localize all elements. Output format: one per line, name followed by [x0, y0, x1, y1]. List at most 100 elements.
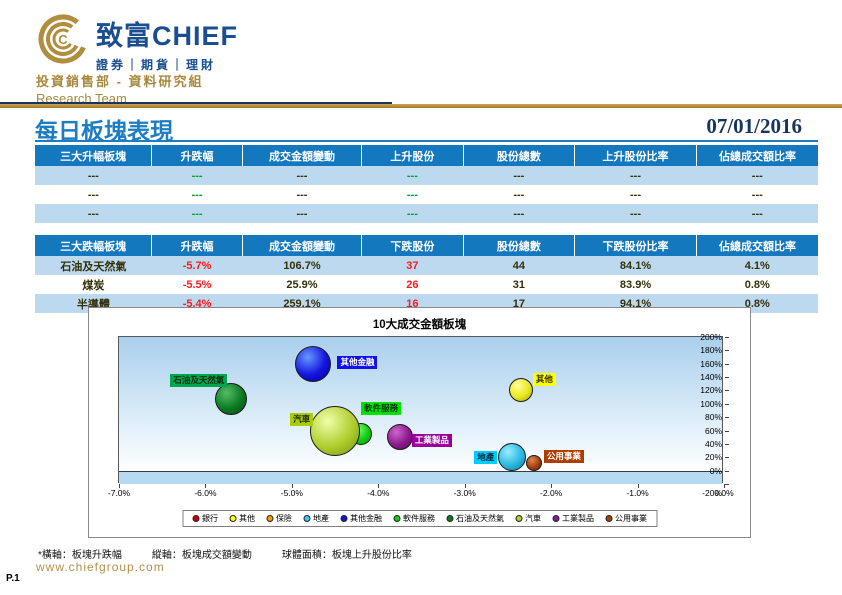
chart-bubble-label: 汽車 [290, 412, 314, 426]
website-link[interactable]: www.chiefgroup.com [36, 560, 165, 574]
y-axis-tick-label: 180% [700, 345, 722, 356]
cell: --- [463, 204, 575, 223]
chart-bubble-石油及天然氣 [215, 383, 248, 416]
x-axis-tick-label: -5.0% [280, 488, 303, 498]
cell: --- [35, 204, 152, 223]
cell: 31 [512, 278, 525, 291]
top-gainers-table: 三大升幅板塊 升跌幅 成交金額變動 上升股份 股份總數 上升股份比率 佔總成交額比率 --- -… [35, 145, 818, 223]
chart-bubble-工業製品 [386, 424, 413, 451]
column-header: 下跌股份 [361, 235, 464, 256]
cell: 0.8% [744, 278, 770, 291]
legend-dot-icon [192, 515, 199, 522]
cell: 83.9% [619, 278, 652, 291]
x-axis-tick-label: -6.0% [194, 488, 217, 498]
legend-label: 其他金融 [350, 514, 382, 523]
x-axis-tick-label: -1.0% [626, 488, 649, 498]
column-header: 上升股份比率 [574, 145, 698, 166]
legend-label: 石油及天然氣 [456, 514, 504, 523]
column-header: 升跌幅 [151, 145, 243, 166]
legend-item: 石油及天然氣 [446, 513, 504, 524]
report-date: 07/01/2016 [706, 114, 802, 138]
legend-label: 汽車 [525, 514, 541, 523]
brand-tagline: 證券｜期貨｜理財 [96, 58, 217, 72]
cell: 26 [406, 278, 419, 291]
x-axis-tick [205, 484, 207, 488]
footnote-size: 球體面積：板塊上升股份比率 [281, 550, 412, 561]
x-axis-tick [291, 484, 293, 488]
chart-title: 10大成交金額板塊 [372, 319, 467, 331]
chart-bubble-其他 [508, 378, 533, 403]
chart-bubble-公用事業 [525, 454, 542, 471]
table-row: --- --- --- --- --- --- --- [35, 204, 818, 223]
cell: --- [87, 188, 99, 201]
legend-dot-icon [340, 515, 347, 522]
chart-plot-area: 200% 180% 160% 140% 120% 100% 80% 60% 40% 20% 0% -2… [108, 332, 734, 498]
column-header: 佔總成交額比率 [696, 235, 818, 256]
y-axis-tick-label: 120% [700, 385, 722, 396]
column-header: 佔總成交額比率 [696, 145, 818, 166]
department-block: 投資銷售部 - 資料研究組 Research Team [36, 71, 204, 106]
cell: --- [361, 166, 464, 185]
y-axis-tick-label: 40% [704, 438, 722, 449]
cell: --- [630, 188, 641, 201]
chart-bubble-label: 石油及天然氣 [170, 374, 228, 388]
y-axis-tick-label: 0% [709, 465, 722, 476]
x-axis-tick [724, 484, 725, 488]
legend-item: 公用事業 [605, 513, 647, 524]
chart-bubble-label: 其他金融 [337, 355, 378, 369]
legend-dot-icon [605, 515, 612, 522]
title-underline [35, 140, 818, 142]
legend-label: 其他 [239, 514, 255, 523]
legend-item: 工業製品 [552, 513, 594, 524]
cell: --- [361, 204, 464, 223]
x-axis-tick [551, 484, 553, 488]
legend-item: 其他金融 [340, 513, 382, 524]
legend-dot-icon [266, 515, 273, 522]
cell: --- [191, 188, 203, 201]
y-axis-tick-label: 140% [700, 372, 722, 383]
chart-bubble-label: 其他 [532, 373, 556, 387]
table-header-row: 三大升幅板塊 升跌幅 成交金額變動 上升股份 股份總數 上升股份比率 佔總成交額比率 [35, 145, 818, 166]
y-axis-tick [725, 403, 729, 405]
legend-label: 公用事業 [615, 514, 647, 523]
y-axis-tick-label: 200% [700, 332, 722, 342]
y-axis-tick [725, 350, 729, 352]
cell: --- [574, 166, 697, 185]
legend-dot-icon [229, 515, 236, 522]
legend-dot-icon [393, 515, 400, 522]
legend-item: 保險 [266, 513, 292, 524]
cell: -5.7% [151, 256, 243, 275]
cell: --- [406, 188, 418, 201]
cell: --- [242, 204, 362, 223]
x-axis-tick [119, 484, 120, 488]
y-axis-tick [725, 417, 729, 419]
cell: -5.5% [182, 278, 212, 291]
column-header: 成交金額變動 [242, 145, 362, 166]
chart-bubble-label: 工業製品 [411, 434, 452, 448]
brand-name: 致富CHIEF [96, 14, 238, 53]
table-row: --- --- --- --- --- --- --- [35, 166, 818, 185]
table-header-row: 三大跌幅板塊 升跌幅 成交金額變動 下跌股份 股份總數 下跌股份比率 佔總成交額比率 [35, 235, 818, 256]
axis-footnote: *橫軸：板塊升跌幅 縱軸：板塊成交額變動 球體面積：板塊上升股份比率 [38, 546, 412, 561]
legend-dot-icon [446, 515, 453, 522]
legend-item: 地產 [303, 513, 329, 524]
navy-divider [0, 102, 392, 104]
y-axis-tick [725, 377, 729, 379]
legend-item: 軟件服務 [393, 513, 435, 524]
cell: --- [463, 166, 575, 185]
footnote-x: *橫軸：板塊升跌幅 [38, 550, 122, 561]
y-axis-tick-label: 80% [704, 412, 722, 423]
top-losers-table: 三大跌幅板塊 升跌幅 成交金額變動 下跌股份 股份總數 下跌股份比率 佔總成交額比率 石油及天… [35, 235, 818, 313]
column-header: 三大升幅板塊 [35, 145, 153, 166]
column-header: 股份總數 [463, 235, 575, 256]
y-axis-tick [725, 457, 729, 459]
legend-label: 軟件服務 [403, 514, 435, 523]
gold-divider [0, 104, 842, 108]
y-axis-tick [725, 484, 729, 485]
y-axis-tick-label: 20% [704, 452, 722, 463]
cell: --- [242, 166, 362, 185]
y-axis-tick-label: -20% [702, 488, 722, 498]
chief-logo-icon: C [38, 14, 88, 64]
y-axis-tick-label: 160% [700, 358, 722, 369]
brand-block: 致富CHIEF 證券｜期貨｜理財 [96, 14, 238, 73]
